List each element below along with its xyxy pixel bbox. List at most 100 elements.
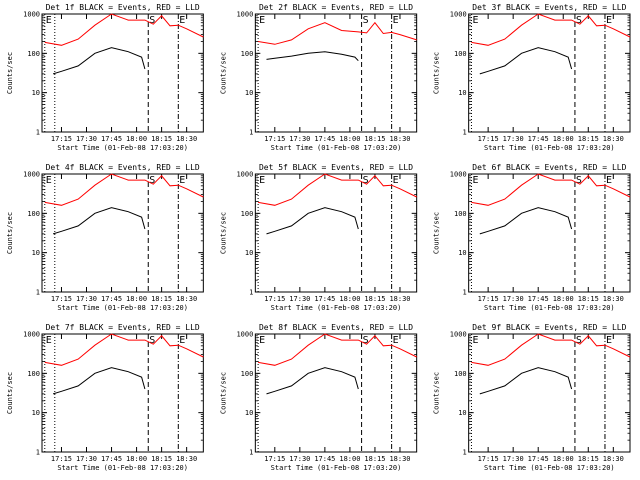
panel-title: Det 6f BLACK = Events, RED = LLD <box>472 163 626 172</box>
panel-title: Det 1f BLACK = Events, RED = LLD <box>46 3 200 12</box>
x-tick-label: 17:15 <box>264 295 285 303</box>
y-tick-label: 1000 <box>450 11 467 19</box>
panel-title: Det 2f BLACK = Events, RED = LLD <box>259 3 413 12</box>
series-line-events <box>479 367 573 395</box>
panel-7: Det 7f BLACK = Events, RED = LLD 1 10 100 10… <box>6 323 204 472</box>
series-line-lld <box>258 173 417 206</box>
y-tick-label: 100 <box>27 210 40 218</box>
series-line-lld <box>44 333 204 366</box>
panel-title: Det 3f BLACK = Events, RED = LLD <box>472 3 626 12</box>
panel-title: Det 7f BLACK = Events, RED = LLD <box>46 323 200 332</box>
y-axis-label: Counts/sec <box>219 212 227 254</box>
x-tick-label: 17:30 <box>289 455 310 463</box>
y-axis-label: Counts/sec <box>219 52 227 94</box>
plot-frame <box>41 333 204 453</box>
marker-label-e: E <box>179 175 185 186</box>
x-tick-label: 18:00 <box>339 455 360 463</box>
y-tick-label: 10 <box>458 89 466 97</box>
plot-frame <box>254 13 418 133</box>
x-tick-label: 18:30 <box>389 295 410 303</box>
marker-label-e: E <box>179 15 185 26</box>
marker-label-s: S <box>576 15 582 26</box>
x-tick-label: 17:15 <box>478 455 499 463</box>
plot-frame <box>41 173 204 293</box>
panel-1: Det 1f BLACK = Events, RED = LLD 1 10 100 10… <box>6 3 204 152</box>
marker-label-s: S <box>149 15 155 26</box>
x-tick-label: 17:45 <box>528 295 549 303</box>
y-tick-label: 1000 <box>236 171 253 179</box>
y-tick-label: 1000 <box>236 11 253 19</box>
series-line-events <box>52 47 146 75</box>
y-tick-label: 1000 <box>23 11 40 19</box>
y-tick-label: 100 <box>454 210 467 218</box>
plot-frame <box>254 333 418 453</box>
x-tick-label: 18:00 <box>126 295 147 303</box>
marker-label-e: E <box>259 15 265 26</box>
panel-4: Det 4f BLACK = Events, RED = LLD 1 10 100 10… <box>6 163 204 312</box>
series-line-lld <box>44 13 204 46</box>
x-tick-label: 17:30 <box>289 135 310 143</box>
x-axis-label: Start Time (01-Feb-08 17:03:20) <box>484 144 615 152</box>
series-line-lld <box>258 333 417 366</box>
x-tick-label: 17:15 <box>51 295 72 303</box>
y-axis-label: Counts/sec <box>433 212 441 254</box>
x-tick-label: 18:15 <box>151 135 172 143</box>
series-line-events <box>52 367 146 395</box>
y-tick-label: 1 <box>462 289 466 297</box>
plot-frame <box>468 13 631 133</box>
marker-label-s: S <box>363 335 369 346</box>
x-axis-label: Start Time (01-Feb-08 17:03:20) <box>57 464 188 472</box>
x-axis-label: Start Time (01-Feb-08 17:03:20) <box>484 304 615 312</box>
series-line-lld <box>471 173 631 206</box>
x-tick-label: 17:45 <box>101 455 122 463</box>
series-line-lld <box>471 13 631 46</box>
y-tick-label: 1 <box>36 129 40 137</box>
x-tick-label: 18:30 <box>389 135 410 143</box>
x-tick-label: 17:45 <box>314 295 335 303</box>
y-tick-label: 100 <box>454 50 467 58</box>
x-axis-label: Start Time (01-Feb-08 17:03:20) <box>271 464 402 472</box>
marker-label-e: E <box>179 335 185 346</box>
y-tick-label: 1 <box>249 129 253 137</box>
x-tick-label: 18:00 <box>126 455 147 463</box>
y-axis-label: Counts/sec <box>6 52 14 94</box>
y-tick-label: 1000 <box>450 171 467 179</box>
x-axis-label: Start Time (01-Feb-08 17:03:20) <box>271 304 402 312</box>
x-tick-label: 17:45 <box>528 135 549 143</box>
y-tick-label: 1 <box>249 449 253 457</box>
x-tick-label: 17:15 <box>264 455 285 463</box>
y-tick-label: 100 <box>241 50 254 58</box>
y-tick-label: 1000 <box>450 331 467 339</box>
x-tick-label: 18:00 <box>553 455 574 463</box>
marker-label-e: E <box>393 335 399 346</box>
panel-title: Det 4f BLACK = Events, RED = LLD <box>46 163 200 172</box>
plot-frame <box>468 333 631 453</box>
panel-title: Det 5f BLACK = Events, RED = LLD <box>259 163 413 172</box>
x-tick-label: 17:15 <box>51 455 72 463</box>
y-axis-label: Counts/sec <box>433 52 441 94</box>
x-tick-label: 17:15 <box>264 135 285 143</box>
series-line-lld <box>471 333 631 366</box>
y-axis-label: Counts/sec <box>433 372 441 414</box>
panel-2: Det 2f BLACK = Events, RED = LLD 1 10 100 10… <box>219 3 418 152</box>
y-tick-label: 10 <box>32 409 40 417</box>
plot-frame <box>254 173 418 293</box>
marker-label-s: S <box>363 15 369 26</box>
x-tick-label: 18:30 <box>176 455 197 463</box>
plot-frame <box>468 173 631 293</box>
x-tick-label: 18:15 <box>578 135 599 143</box>
marker-label-e: E <box>259 175 265 186</box>
y-tick-label: 10 <box>32 89 40 97</box>
marker-label-s: S <box>363 175 369 186</box>
y-tick-label: 1 <box>249 289 253 297</box>
x-tick-label: 18:15 <box>364 455 385 463</box>
y-tick-label: 10 <box>245 89 253 97</box>
y-tick-label: 100 <box>241 370 254 378</box>
x-tick-label: 18:00 <box>339 135 360 143</box>
x-tick-label: 18:00 <box>339 295 360 303</box>
x-tick-label: 18:30 <box>603 455 624 463</box>
y-tick-label: 10 <box>458 409 466 417</box>
x-tick-label: 17:45 <box>314 135 335 143</box>
x-tick-label: 17:30 <box>76 455 97 463</box>
